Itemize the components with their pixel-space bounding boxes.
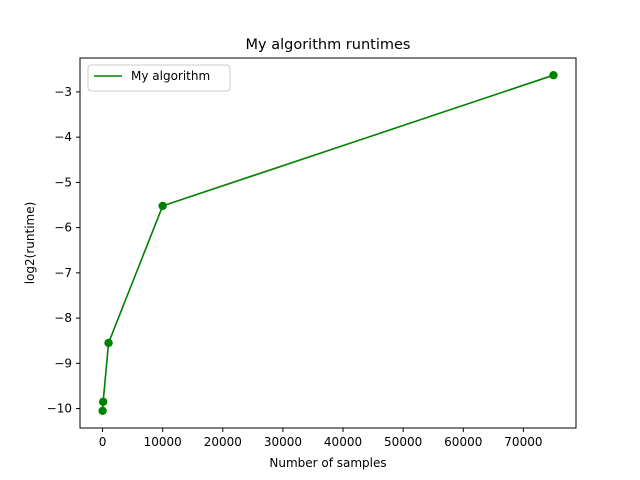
x-axis-label: Number of samples [269, 456, 386, 470]
x-tick-label: 0 [99, 435, 107, 449]
y-tick-label: −6 [54, 221, 72, 235]
x-tick-label: 20000 [204, 435, 242, 449]
y-tick-label: −4 [54, 130, 72, 144]
legend: My algorithm [87, 64, 231, 92]
x-tick-label: 30000 [264, 435, 302, 449]
legend-box [87, 64, 231, 92]
x-tick-label: 40000 [324, 435, 362, 449]
y-tick-label: −8 [54, 311, 72, 325]
data-point [549, 70, 558, 80]
x-tick-label: 10000 [144, 435, 182, 449]
y-tick-label: −9 [54, 356, 72, 370]
y-tick-label: −7 [54, 266, 72, 280]
y-tick-label: −5 [54, 175, 72, 189]
plot-frame [79, 57, 577, 429]
data-point [98, 397, 108, 406]
y-tick-label: −10 [47, 402, 72, 416]
x-tick-label: 60000 [444, 435, 482, 449]
data-point [104, 338, 113, 348]
y-axis-label: log2(runtime) [23, 202, 37, 285]
x-tick-label: 70000 [504, 435, 542, 449]
chart-title: My algorithm runtimes [246, 37, 411, 53]
data-point [158, 201, 167, 211]
y-tick-label: −3 [54, 85, 72, 99]
data-point [98, 406, 107, 416]
x-tick-label: 50000 [384, 435, 422, 449]
legend-label: My algorithm [131, 69, 210, 83]
